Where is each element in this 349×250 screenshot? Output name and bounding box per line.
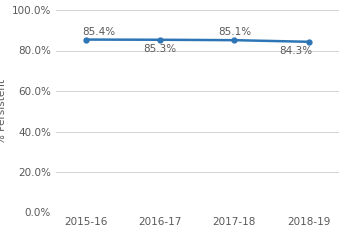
Y-axis label: % Persistent: % Persistent [0,79,7,144]
Text: 84.3%: 84.3% [279,46,312,56]
Text: 85.4%: 85.4% [82,26,115,36]
Text: 85.1%: 85.1% [218,27,251,37]
Text: 85.3%: 85.3% [143,44,177,54]
